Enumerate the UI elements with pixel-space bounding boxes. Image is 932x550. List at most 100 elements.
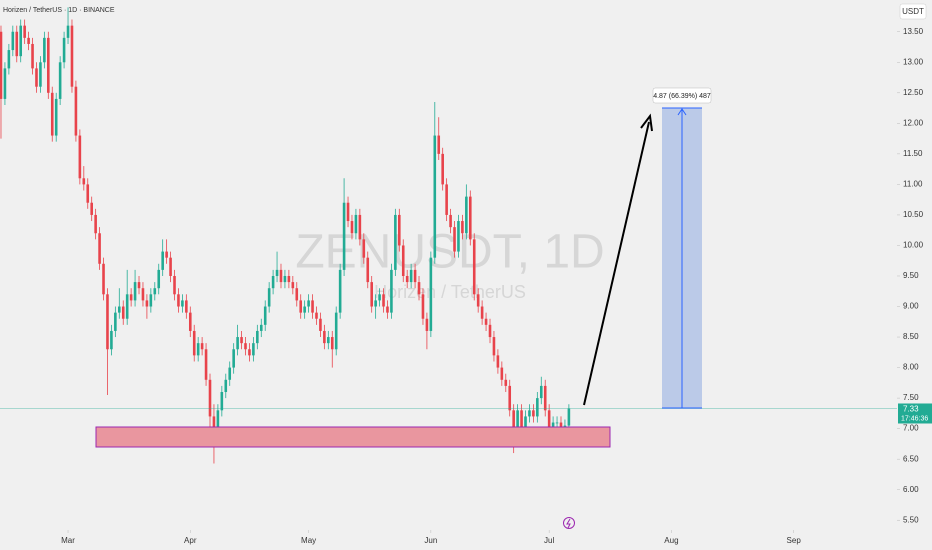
candle-body	[468, 196, 472, 240]
candle-body	[259, 324, 263, 331]
candle-body	[240, 337, 243, 344]
candle-body	[567, 408, 571, 426]
candle-body	[70, 25, 74, 87]
candle-body	[386, 306, 389, 313]
candle-body	[110, 330, 113, 350]
y-tick-label: 8.00	[903, 363, 919, 372]
candle-body	[330, 337, 334, 350]
candle-body	[185, 300, 188, 313]
candle-body	[188, 312, 192, 331]
candle-body	[307, 300, 310, 307]
candle-body	[283, 275, 287, 283]
y-axis: 5.50 6.00 6.50 7.00 7.50 8.00 8.50 9.00 9.50 10.0…	[897, 27, 932, 524]
projection-arrow	[677, 108, 687, 116]
event-icon-bolt	[566, 518, 571, 529]
candle-body	[409, 269, 413, 283]
candle-body	[536, 398, 539, 417]
candle-body	[165, 251, 168, 258]
candle-body	[457, 221, 460, 252]
candle-body	[19, 25, 23, 57]
candle-body	[520, 410, 523, 429]
candle-body	[114, 312, 117, 331]
candle-body	[90, 202, 93, 215]
candle-body	[35, 68, 38, 87]
candle-body	[137, 282, 141, 289]
candle-body	[228, 367, 232, 380]
candle-body	[263, 306, 267, 325]
candle-body	[256, 330, 259, 344]
candle-body	[398, 214, 401, 246]
candle-body	[47, 37, 50, 93]
candle-body	[500, 367, 504, 380]
candle-body	[433, 135, 437, 258]
chart-title: Horizen / TetherUS · 1D · BINANCE	[3, 7, 115, 14]
x-tick-label: Apr	[184, 536, 197, 545]
y-tick-label: 10.00	[903, 241, 924, 250]
candle-body	[169, 257, 172, 276]
candle-body	[192, 330, 196, 356]
y-tick-label: 13.50	[903, 27, 924, 36]
candle-body	[177, 294, 180, 307]
candle-body	[354, 214, 358, 234]
candle-body	[74, 86, 78, 136]
candle-body	[23, 25, 26, 38]
candle-body	[492, 337, 496, 356]
candle-body	[291, 282, 295, 289]
candle-body	[555, 422, 559, 424]
candle-body	[319, 318, 322, 331]
candle-body	[279, 269, 283, 283]
candle-body	[244, 343, 247, 350]
y-tick-label: 12.50	[903, 88, 924, 97]
candle-body	[417, 282, 421, 295]
x-tick-label: Jun	[424, 536, 437, 545]
projection-label-box	[652, 87, 712, 104]
candle-body	[358, 214, 362, 240]
candle-body	[133, 282, 137, 301]
candle-body	[141, 288, 145, 301]
y-tick-label: 8.50	[903, 332, 919, 341]
candle-body	[173, 275, 176, 295]
y-tick-label: 9.50	[903, 271, 919, 280]
candle-body	[374, 300, 377, 307]
y-tick-label: 7.00	[903, 424, 919, 433]
currency-box[interactable]	[899, 3, 927, 20]
candle-body	[437, 135, 441, 154]
y-tick-label: 9.00	[903, 302, 919, 311]
candle-body	[539, 385, 543, 399]
candle-body	[476, 294, 480, 307]
candle-body	[543, 385, 547, 411]
candle-body	[366, 257, 370, 283]
candle-body	[102, 263, 105, 295]
candle-body	[480, 306, 484, 319]
candle-body	[66, 25, 70, 38]
candle-body	[15, 31, 19, 57]
arrow	[583, 121, 650, 406]
candle-body	[465, 196, 468, 234]
projection-label: 4.87 (66.39%) 487	[653, 93, 711, 100]
candle-body	[504, 379, 508, 386]
candle-body	[512, 410, 515, 435]
candle-body	[516, 410, 519, 435]
candle-body	[54, 98, 58, 136]
candle-body	[271, 275, 275, 289]
candle-body	[390, 269, 393, 313]
arrow-head	[640, 113, 653, 132]
y-tick-label: 5.50	[903, 515, 919, 524]
candle-body	[275, 269, 279, 276]
candle-body	[11, 31, 15, 51]
event-icon[interactable]	[563, 517, 575, 529]
candle-body	[86, 184, 90, 203]
candle-body	[295, 288, 299, 301]
candle-body	[43, 37, 46, 63]
candle-body	[212, 416, 216, 429]
candle-body	[429, 257, 433, 331]
candle-body	[117, 306, 121, 313]
candle-body	[200, 343, 204, 350]
candle-body	[508, 385, 512, 411]
candle-body	[382, 294, 385, 307]
candle-body	[252, 343, 255, 356]
candle-body	[524, 416, 527, 429]
candle-body	[27, 37, 30, 44]
